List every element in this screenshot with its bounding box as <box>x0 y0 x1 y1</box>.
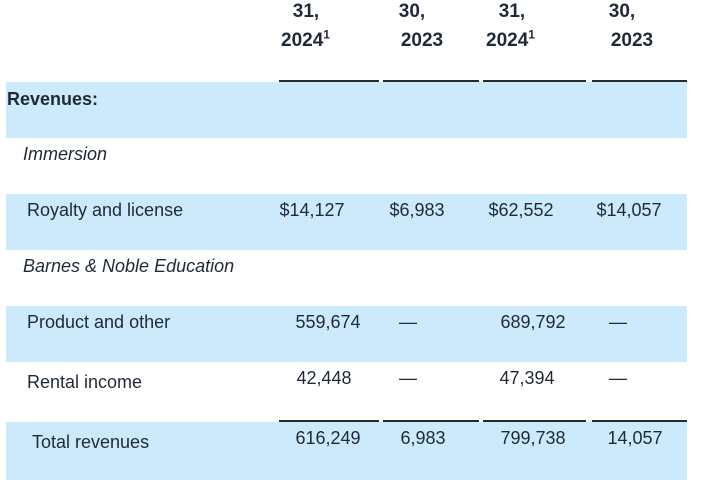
rental-value-1: 42,448 <box>296 368 352 388</box>
band-total <box>6 422 687 480</box>
royalty-license-label: Royalty and license <box>27 200 184 220</box>
total-value-2: 6,983 <box>400 428 446 448</box>
column-header-2-line1: 30, <box>398 1 426 22</box>
rental-income-label: Rental income <box>27 372 143 392</box>
revenues-heading: Revenues: <box>7 89 99 109</box>
rental-value-4: — <box>609 368 627 388</box>
royalty-value-3: $62,552 <box>488 200 554 220</box>
column-header-1-year: 20241 <box>281 27 330 51</box>
column-header-3-line1: 31, <box>498 1 526 22</box>
total-rule-4 <box>592 420 687 422</box>
header-rule-2 <box>383 80 479 82</box>
band-royalty <box>6 194 687 250</box>
footnote-marker: 1 <box>323 27 330 42</box>
header-rule-3 <box>483 80 586 82</box>
product-value-2: — <box>399 312 417 332</box>
product-other-label: Product and other <box>27 312 171 332</box>
royalty-value-2: $6,983 <box>389 200 445 220</box>
column-header-2-year: 2023 <box>400 30 444 51</box>
product-value-1: 559,674 <box>295 312 361 332</box>
total-value-3: 799,738 <box>500 428 566 448</box>
column-header-4-year: 2023 <box>610 30 654 51</box>
band-product <box>6 306 687 362</box>
immersion-label: Immersion <box>23 144 108 164</box>
total-value-1: 616,249 <box>295 428 361 448</box>
total-rule-2 <box>383 420 479 422</box>
column-header-1-line1: 31, <box>292 1 320 22</box>
royalty-value-1: $14,127 <box>279 200 345 220</box>
band-revenues <box>6 82 687 138</box>
footnote-marker: 1 <box>528 27 535 42</box>
royalty-value-4: $14,057 <box>596 200 662 220</box>
product-value-4: — <box>609 312 627 332</box>
total-rule-1 <box>279 420 379 422</box>
header-rule-1 <box>279 80 379 82</box>
total-value-4: 14,057 <box>607 428 663 448</box>
column-header-3-year: 20241 <box>486 27 535 51</box>
product-value-3: 689,792 <box>500 312 566 332</box>
total-rule-3 <box>483 420 586 422</box>
rental-value-3: 47,394 <box>499 368 555 388</box>
column-header-4-line1: 30, <box>608 1 636 22</box>
total-revenues-label: Total revenues <box>32 432 150 452</box>
rental-value-2: — <box>399 368 417 388</box>
bne-label: Barnes & Noble Education <box>23 256 235 276</box>
header-rule-4 <box>592 80 687 82</box>
